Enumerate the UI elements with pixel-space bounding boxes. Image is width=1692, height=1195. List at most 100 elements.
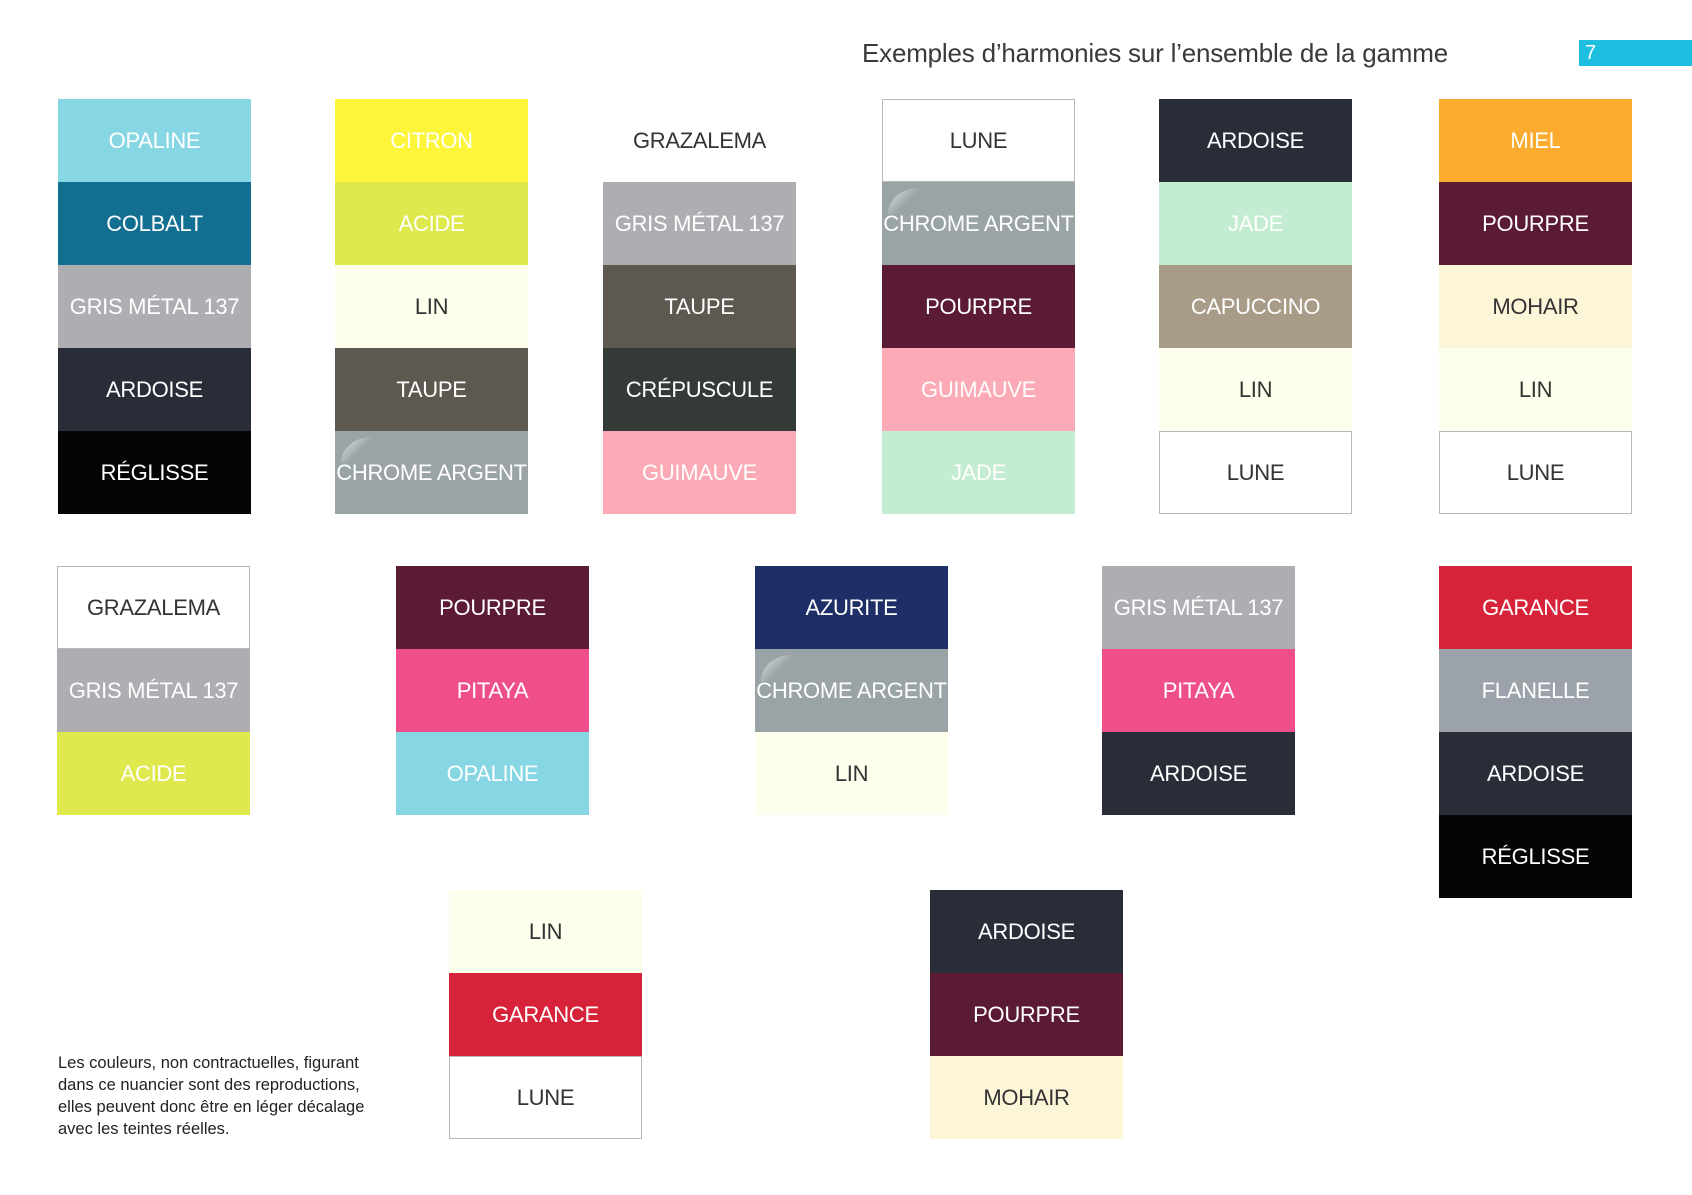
swatch-label: CHROME ARGENT xyxy=(883,210,1074,236)
disclaimer-line: Les couleurs, non contractuelles, figura… xyxy=(58,1054,359,1072)
color-harmony-palette: ARDOISE JADE CAPUCCINO LIN LUNE xyxy=(1159,99,1352,514)
color-swatch: GRIS MÉTAL 137 xyxy=(57,649,250,732)
color-swatch: ACIDE xyxy=(335,182,528,265)
color-swatch: FLANELLE xyxy=(1439,649,1632,732)
swatch-label: JADE xyxy=(1227,210,1284,236)
color-swatch: ARDOISE xyxy=(1439,732,1632,815)
color-swatch: GRIS MÉTAL 137 xyxy=(58,265,251,348)
color-swatch: POURPRE xyxy=(882,265,1075,348)
swatch-label: GUIMAUVE xyxy=(921,376,1036,402)
page-number-tab: 7 xyxy=(1579,40,1692,66)
swatch-label: POURPRE xyxy=(1482,210,1589,236)
color-swatch: GRAZALEMA xyxy=(57,566,250,649)
color-swatch: RÉGLISSE xyxy=(1439,815,1632,898)
swatch-label: MOHAIR xyxy=(983,1084,1070,1110)
swatch-label: ACIDE xyxy=(398,210,465,236)
color-swatch: ARDOISE xyxy=(58,348,251,431)
color-swatch: GRIS MÉTAL 137 xyxy=(1102,566,1295,649)
swatch-label: RÉGLISSE xyxy=(100,459,209,485)
color-harmony-palette: OPALINE COLBALT GRIS MÉTAL 137 ARDOISE RÉGLI… xyxy=(58,99,251,514)
color-swatch: LIN xyxy=(335,265,528,348)
swatch-label: ACIDE xyxy=(120,760,187,786)
color-harmony-palette: LUNE CHROME ARGENT POURPRE GUIMAUVE JADE xyxy=(882,99,1075,514)
swatch-label: LUNE xyxy=(516,1084,575,1110)
swatch-label: TAUPE xyxy=(664,293,735,319)
color-swatch: LIN xyxy=(449,890,642,973)
color-swatch: GARANCE xyxy=(449,973,642,1056)
color-swatch: GRIS MÉTAL 137 xyxy=(603,182,796,265)
color-swatch: LUNE xyxy=(882,99,1075,182)
color-swatch: GARANCE xyxy=(1439,566,1632,649)
color-harmony-palette: ARDOISE POURPRE MOHAIR xyxy=(930,890,1123,1139)
color-swatch: RÉGLISSE xyxy=(58,431,251,514)
swatch-label: GRIS MÉTAL 137 xyxy=(69,293,240,319)
disclaimer-line: dans ce nuancier sont des reproductions, xyxy=(58,1076,360,1094)
color-swatch: MIEL xyxy=(1439,99,1632,182)
swatch-label: FLANELLE xyxy=(1481,677,1590,703)
disclaimer-note: Les couleurs, non contractuelles, figura… xyxy=(58,1052,418,1140)
disclaimer-line: avec les teintes réelles. xyxy=(58,1120,230,1138)
swatch-label: LUNE xyxy=(949,127,1008,153)
swatch-label: LIN xyxy=(528,918,563,944)
color-swatch: LIN xyxy=(1439,348,1632,431)
color-swatch: JADE xyxy=(1159,182,1352,265)
color-swatch: POURPRE xyxy=(930,973,1123,1056)
color-swatch: MOHAIR xyxy=(930,1056,1123,1139)
swatch-label: ARDOISE xyxy=(1207,127,1304,153)
swatch-label: OPALINE xyxy=(108,127,201,153)
disclaimer-line: elles peuvent donc être en léger décalag… xyxy=(58,1098,365,1116)
color-swatch: CRÉPUSCULE xyxy=(603,348,796,431)
color-swatch: MOHAIR xyxy=(1439,265,1632,348)
color-harmony-palette: POURPRE PITAYA OPALINE xyxy=(396,566,589,815)
swatch-label: TAUPE xyxy=(396,376,467,402)
color-swatch: GUIMAUVE xyxy=(603,431,796,514)
swatch-label: LIN xyxy=(834,760,869,786)
swatch-label: POURPRE xyxy=(925,293,1032,319)
color-swatch: GUIMAUVE xyxy=(882,348,1075,431)
color-harmony-palette: AZURITE CHROME ARGENT LIN xyxy=(755,566,948,815)
color-swatch: CAPUCCINO xyxy=(1159,265,1352,348)
color-swatch: PITAYA xyxy=(396,649,589,732)
color-swatch: JADE xyxy=(882,431,1075,514)
color-swatch: LUNE xyxy=(449,1056,642,1139)
color-swatch: LUNE xyxy=(1439,431,1632,514)
swatch-label: LIN xyxy=(414,293,449,319)
color-swatch: AZURITE xyxy=(755,566,948,649)
swatch-label: AZURITE xyxy=(805,594,898,620)
color-swatch: ARDOISE xyxy=(1102,732,1295,815)
swatch-label: RÉGLISSE xyxy=(1481,843,1590,869)
swatch-label: GRAZALEMA xyxy=(87,594,220,620)
color-swatch: TAUPE xyxy=(603,265,796,348)
swatch-label: POURPRE xyxy=(439,594,546,620)
swatch-label: PITAYA xyxy=(456,677,529,703)
color-harmony-palette: GRAZALEMA GRIS MÉTAL 137 ACIDE xyxy=(57,566,250,815)
color-swatch: TAUPE xyxy=(335,348,528,431)
color-swatch: ARDOISE xyxy=(1159,99,1352,182)
color-swatch: POURPRE xyxy=(1439,182,1632,265)
swatch-label: CAPUCCINO xyxy=(1190,293,1321,319)
color-swatch: ARDOISE xyxy=(930,890,1123,973)
color-swatch: LUNE xyxy=(1159,431,1352,514)
swatch-label: ARDOISE xyxy=(1487,760,1584,786)
color-swatch: OPALINE xyxy=(58,99,251,182)
color-swatch: CITRON xyxy=(335,99,528,182)
color-swatch: GRAZALEMA xyxy=(603,99,796,182)
color-swatch: OPALINE xyxy=(396,732,589,815)
color-harmony-palette: LIN GARANCE LUNE xyxy=(449,890,642,1139)
color-swatch: CHROME ARGENT xyxy=(335,431,528,514)
color-swatch: LIN xyxy=(755,732,948,815)
color-swatch: COLBALT xyxy=(58,182,251,265)
color-swatch: PITAYA xyxy=(1102,649,1295,732)
swatch-label: GARANCE xyxy=(1482,594,1589,620)
swatch-label: CRÉPUSCULE xyxy=(625,376,774,402)
color-harmony-palette: GARANCE FLANELLE ARDOISE RÉGLISSE xyxy=(1439,566,1632,898)
swatch-label: GRIS MÉTAL 137 xyxy=(68,677,239,703)
swatch-label: PITAYA xyxy=(1162,677,1235,703)
swatch-label: JADE xyxy=(950,459,1007,485)
swatch-label: MIEL xyxy=(1510,127,1561,153)
color-swatch: ACIDE xyxy=(57,732,250,815)
color-swatch: POURPRE xyxy=(396,566,589,649)
color-swatch: LIN xyxy=(1159,348,1352,431)
swatch-label: CITRON xyxy=(390,127,473,153)
swatch-label: GRIS MÉTAL 137 xyxy=(1113,594,1284,620)
